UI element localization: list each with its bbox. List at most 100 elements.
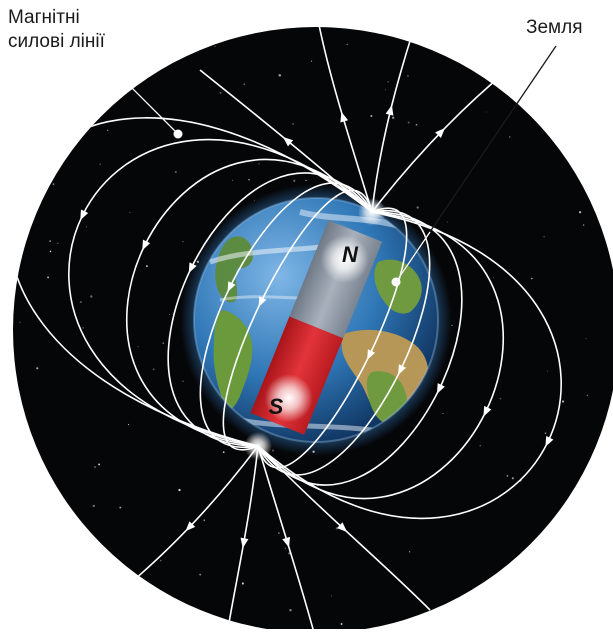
star <box>387 81 389 83</box>
star <box>61 126 62 127</box>
star <box>243 83 245 85</box>
star <box>117 31 119 33</box>
star <box>331 595 332 596</box>
star <box>435 38 436 39</box>
star <box>90 295 93 298</box>
star <box>86 226 87 227</box>
star <box>272 449 274 451</box>
star <box>586 338 587 339</box>
star <box>486 111 487 112</box>
star <box>347 44 348 45</box>
star <box>107 130 108 131</box>
star <box>242 582 244 584</box>
star <box>146 265 148 267</box>
star <box>531 278 533 280</box>
star <box>385 89 386 90</box>
star <box>285 548 287 550</box>
star <box>292 123 294 125</box>
north-pole-label: N <box>342 242 359 267</box>
earth-leader-dot <box>392 278 401 287</box>
star <box>49 240 50 241</box>
star <box>57 243 58 244</box>
star <box>442 413 443 414</box>
star <box>409 551 410 552</box>
star <box>416 124 418 126</box>
star <box>258 163 260 165</box>
star <box>44 501 47 504</box>
star <box>36 367 38 369</box>
star <box>120 621 122 623</box>
field-lines-caption-line2: силові лінії <box>8 30 105 54</box>
star <box>137 346 138 347</box>
star <box>50 251 52 253</box>
star <box>82 327 84 329</box>
star <box>27 177 28 178</box>
south-pole-label: S <box>269 394 284 419</box>
star <box>562 400 564 402</box>
star <box>129 212 130 213</box>
star <box>289 609 291 611</box>
star <box>220 92 222 94</box>
star <box>19 321 21 323</box>
field-line-arrow <box>15 179 27 191</box>
star <box>587 395 588 396</box>
star <box>47 276 49 278</box>
star <box>278 532 280 534</box>
star <box>123 59 126 62</box>
star <box>232 180 233 181</box>
north-magnetic-pole-burst <box>358 198 386 226</box>
star <box>160 560 162 562</box>
star <box>512 477 514 479</box>
star <box>507 475 509 477</box>
star <box>65 558 66 559</box>
star <box>153 368 155 370</box>
star <box>21 616 23 618</box>
star <box>500 398 502 400</box>
star <box>417 206 419 208</box>
star <box>566 545 568 547</box>
star <box>53 183 55 185</box>
star <box>408 121 410 123</box>
star <box>175 171 177 173</box>
star <box>543 598 544 599</box>
star <box>509 136 510 137</box>
field-lines-leader-dot <box>174 130 183 139</box>
south-magnetic-pole-burst <box>244 432 272 460</box>
field-lines-caption: Магнітні силові лінії <box>8 6 105 54</box>
star <box>93 505 95 507</box>
star <box>341 623 343 625</box>
star <box>583 224 585 226</box>
star <box>169 314 170 315</box>
star <box>311 61 312 62</box>
star <box>545 432 546 433</box>
star <box>99 163 101 165</box>
star <box>543 236 544 237</box>
star <box>305 180 307 182</box>
star <box>128 424 129 425</box>
star <box>480 445 481 446</box>
star <box>215 46 216 47</box>
star <box>203 519 205 521</box>
star <box>119 507 121 509</box>
star <box>94 466 96 468</box>
star <box>182 241 183 242</box>
star <box>370 115 372 117</box>
star <box>178 489 180 491</box>
star <box>161 599 162 600</box>
earth-caption: Земля <box>526 16 582 40</box>
star <box>30 215 32 217</box>
star <box>579 211 581 213</box>
field-lines-caption-line1: Магнітні <box>8 6 105 30</box>
star <box>177 603 178 604</box>
star <box>199 574 201 576</box>
star <box>162 342 164 344</box>
star <box>33 122 35 124</box>
star <box>508 620 510 622</box>
star <box>591 565 592 566</box>
star <box>493 277 494 278</box>
star <box>182 381 183 382</box>
star <box>119 52 120 53</box>
star <box>98 463 100 465</box>
